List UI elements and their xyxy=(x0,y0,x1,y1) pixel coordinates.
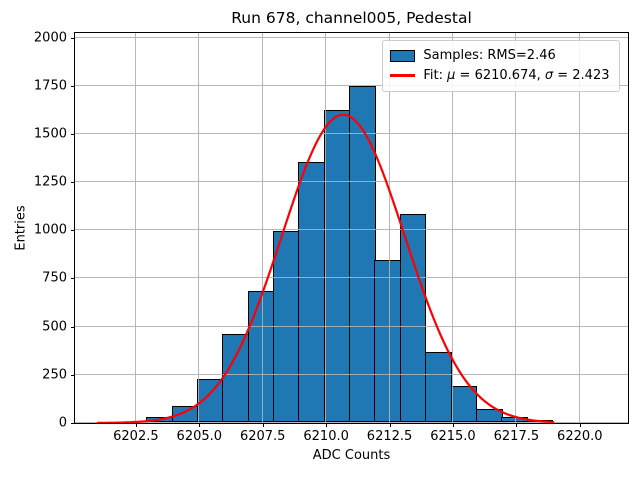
gridline-vertical xyxy=(515,32,517,423)
greek-symbol: σ xyxy=(544,68,554,83)
legend-entry-fit: Fit: μ = 6210.674, σ = 2.423 xyxy=(390,66,610,86)
legend-fit-label-text: Fit: xyxy=(423,68,448,83)
gridline-vertical xyxy=(325,32,327,423)
x-tick-label: 6217.5 xyxy=(493,429,540,444)
plot-area: Samples: RMS=2.46 Fit: μ = 6210.674, σ =… xyxy=(73,31,629,424)
gridline-vertical xyxy=(198,32,200,423)
gridline-vertical xyxy=(578,32,580,423)
y-tick-mark xyxy=(71,85,75,87)
histogram-bar xyxy=(349,86,376,423)
histogram-swatch-icon xyxy=(390,49,416,62)
x-tick-mark xyxy=(199,423,201,427)
y-tick-mark xyxy=(71,182,75,184)
x-tick-label: 6215.0 xyxy=(430,429,476,444)
gridline-vertical xyxy=(388,32,390,423)
x-tick-label: 6205.0 xyxy=(176,429,223,444)
x-tick-mark xyxy=(389,423,391,427)
gridline-vertical xyxy=(451,32,453,423)
legend: Samples: RMS=2.46 Fit: μ = 6210.674, σ =… xyxy=(382,39,620,92)
histogram-bar xyxy=(323,110,351,423)
x-tick-mark xyxy=(579,423,581,427)
x-tick-label: 6220.0 xyxy=(557,429,603,444)
y-tick-label: 1500 xyxy=(33,126,67,142)
histogram-bar xyxy=(475,409,503,423)
gridline-horizontal xyxy=(74,84,628,86)
gaussian-fit-curve xyxy=(96,113,554,423)
gridline-horizontal xyxy=(74,373,628,375)
y-tick-mark xyxy=(71,278,75,280)
gridline-horizontal xyxy=(74,36,628,38)
gridline-vertical xyxy=(134,32,136,423)
y-tick-label: 1000 xyxy=(33,222,67,238)
x-tick-mark xyxy=(516,423,518,427)
gridline-horizontal xyxy=(74,132,628,134)
gridline-horizontal xyxy=(74,229,628,231)
histogram-bar xyxy=(374,259,402,423)
x-tick-mark xyxy=(452,423,454,427)
legend-fit-label: Fit: μ = 6210.674, σ = 2.423 xyxy=(423,68,609,83)
histogram-bar xyxy=(450,386,478,423)
gridline-horizontal xyxy=(74,277,628,279)
gridline-horizontal xyxy=(74,422,628,423)
histogram-bar xyxy=(399,214,427,423)
histogram-bar xyxy=(425,351,452,423)
x-tick-mark xyxy=(135,423,137,427)
legend-samples-label: Samples: RMS=2.46 xyxy=(423,48,556,63)
gridline-vertical xyxy=(261,32,263,423)
histogram-bar xyxy=(247,291,275,423)
x-tick-label: 6210.0 xyxy=(303,429,349,444)
x-tick-label: 6212.5 xyxy=(366,429,413,444)
fit-line-swatch-icon xyxy=(390,74,416,77)
y-tick-label: 1750 xyxy=(33,78,67,94)
y-tick-label: 0 xyxy=(58,415,67,431)
y-tick-label: 750 xyxy=(42,270,67,286)
x-axis-label: ADC Counts xyxy=(312,448,391,463)
y-axis-label: Entries xyxy=(13,205,29,251)
y-tick-mark xyxy=(71,230,75,232)
y-tick-label: 2000 xyxy=(33,30,67,46)
y-tick-mark xyxy=(71,326,75,328)
x-tick-label: 6202.5 xyxy=(113,429,159,444)
x-tick-mark xyxy=(326,423,328,427)
gridline-horizontal xyxy=(74,181,628,183)
y-tick-mark xyxy=(71,374,75,376)
y-tick-label: 1250 xyxy=(33,174,67,190)
y-tick-label: 500 xyxy=(42,319,67,335)
gridline-horizontal xyxy=(74,325,628,327)
y-tick-mark xyxy=(71,37,75,39)
legend-entry-samples: Samples: RMS=2.46 xyxy=(390,46,609,66)
greek-symbol: μ xyxy=(447,68,456,83)
y-tick-mark xyxy=(71,423,75,424)
x-tick-mark xyxy=(262,423,264,427)
y-tick-label: 250 xyxy=(42,367,67,383)
legend-fit-label-text: = 2.423 xyxy=(553,68,610,83)
y-tick-mark xyxy=(71,133,75,135)
legend-fit-label-text: = 6210.674, xyxy=(455,68,545,83)
x-tick-label: 6207.5 xyxy=(239,429,286,444)
chart-title: Run 678, channel005, Pedestal xyxy=(231,9,472,27)
